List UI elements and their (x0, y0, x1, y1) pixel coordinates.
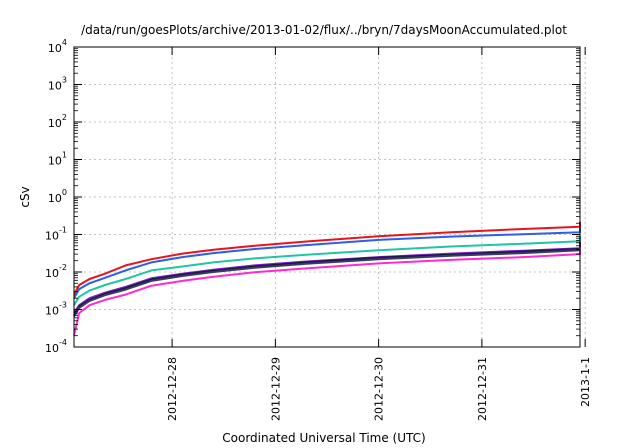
y-tick-exponent: 0 (62, 188, 67, 197)
x-axis-label: Coordinated Universal Time (UTC) (222, 431, 425, 445)
grid (74, 47, 586, 347)
y-tick-label: 102 (48, 113, 67, 130)
y-tick-exponent: 4 (62, 38, 67, 47)
y-tick-exponent: 2 (62, 113, 67, 122)
x-tick-label: 2012-12-31 (476, 357, 489, 421)
y-tick-label: 104 (48, 38, 67, 55)
y-tick-label: 10-4 (45, 338, 67, 355)
y-tick-exponent: -1 (59, 226, 67, 235)
y-tick-label: 101 (48, 151, 67, 168)
y-tick-label: 10-3 (45, 301, 67, 318)
x-tick-label: 2013-1-1 (579, 357, 592, 407)
x-tick-label: 2012-12-30 (373, 357, 386, 421)
y-tick-exponent: -2 (59, 263, 67, 272)
y-axis-label: cSv (18, 186, 32, 207)
y-tick-exponent: -4 (59, 338, 67, 347)
series-line-3 (73, 235, 581, 306)
y-tick-exponent: -3 (59, 301, 67, 310)
chart-title: /data/run/goesPlots/archive/2013-01-02/f… (81, 23, 567, 37)
y-tick-exponent: 1 (62, 151, 67, 160)
y-tick-exponent: 3 (62, 76, 67, 85)
y-tick-label: 10-1 (45, 226, 67, 243)
x-tick-label: 2012-12-28 (166, 357, 179, 421)
series-group (73, 222, 581, 336)
x-tick-label: 2012-12-29 (269, 357, 282, 421)
y-tick-label: 103 (48, 76, 67, 93)
y-tick-label: 100 (48, 188, 67, 205)
y-tick-label: 10-2 (45, 263, 67, 280)
x-axis: 2012-12-28 2012-12-29 2012-12-30 2012-12-31… (166, 47, 592, 421)
